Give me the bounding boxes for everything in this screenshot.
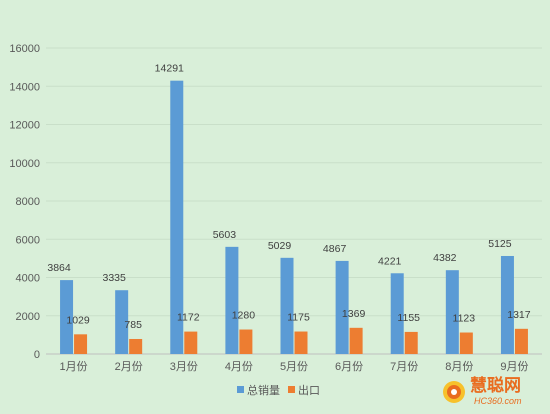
y-tick-label: 6000 xyxy=(16,234,40,246)
x-tick-label: 4月份 xyxy=(225,360,253,373)
x-tick-label: 5月份 xyxy=(280,360,308,373)
bar-export xyxy=(294,331,308,354)
bar-export xyxy=(239,329,253,354)
x-tick-label: 9月份 xyxy=(500,360,528,373)
bar-export xyxy=(184,331,198,354)
bar-total-sales xyxy=(500,255,514,354)
watermark-domain: HC360.com xyxy=(474,396,522,406)
bar-total-sales xyxy=(335,260,349,354)
watermark-name: 慧聪网 xyxy=(470,375,521,395)
legend-swatch-total-sales xyxy=(237,386,244,393)
data-label: 1175 xyxy=(287,312,310,324)
x-tick-label: 1月份 xyxy=(59,360,87,373)
data-label: 5125 xyxy=(488,238,512,250)
bar-export xyxy=(349,327,363,354)
y-axis-ticks: 0 2000 4000 6000 8000 10000 12000 14000 16000 xyxy=(9,43,40,361)
data-label: 3335 xyxy=(102,272,126,284)
y-tick-label: 16000 xyxy=(9,43,40,55)
data-label: 5029 xyxy=(268,240,292,252)
y-tick-label: 2000 xyxy=(16,311,40,323)
legend-label: 总销量 xyxy=(247,383,280,397)
data-label: 14291 xyxy=(155,63,184,75)
data-label: 3864 xyxy=(47,262,71,274)
y-tick-label: 0 xyxy=(34,349,40,361)
legend-swatch-export xyxy=(288,386,295,393)
bar-export xyxy=(129,338,143,354)
bar-export xyxy=(459,332,473,354)
y-tick-label: 4000 xyxy=(16,273,40,285)
data-label: 1317 xyxy=(507,309,531,321)
legend: 总销量 出口 xyxy=(237,383,320,397)
watermark: 慧聪网 HC360.com xyxy=(443,375,522,406)
x-tick-label: 6月份 xyxy=(335,360,363,373)
data-label: 785 xyxy=(124,319,142,331)
x-tick-label: 7月份 xyxy=(390,360,418,373)
bar-export xyxy=(74,334,88,354)
bar-total-sales xyxy=(60,280,74,354)
y-tick-label: 14000 xyxy=(9,81,40,93)
y-tick-label: 8000 xyxy=(16,196,40,208)
data-label: 4867 xyxy=(323,243,347,255)
data-label: 1280 xyxy=(232,310,256,322)
x-axis-ticks: 1月份 2月份 3月份 4月份 5月份 6月份 7月份 8月份 9月份 xyxy=(59,360,528,373)
data-label: 4221 xyxy=(378,255,402,267)
x-tick-label: 3月份 xyxy=(170,360,198,373)
data-labels: 3864 1029 3335 785 14291 1172 5603 1280 5029 1175… xyxy=(47,63,530,331)
hc360-logo-icon xyxy=(443,381,465,403)
data-label: 1123 xyxy=(453,313,476,325)
gridlines xyxy=(46,47,542,355)
y-tick-label: 10000 xyxy=(9,158,40,170)
x-tick-label: 2月份 xyxy=(115,360,143,373)
bar-total-sales xyxy=(115,290,129,354)
x-tick-label: 8月份 xyxy=(445,360,473,373)
data-label: 1369 xyxy=(342,308,366,320)
bars xyxy=(60,80,528,354)
legend-label: 出口 xyxy=(298,383,320,397)
data-label: 1172 xyxy=(177,312,200,324)
bar-export xyxy=(514,328,528,354)
data-label: 4382 xyxy=(433,252,457,264)
bar-total-sales xyxy=(170,80,184,354)
bar-total-sales xyxy=(390,273,404,354)
data-label: 5603 xyxy=(213,229,237,241)
y-tick-label: 12000 xyxy=(9,120,40,132)
data-label: 1029 xyxy=(66,314,90,326)
data-label: 1155 xyxy=(397,312,420,324)
bar-total-sales xyxy=(280,257,294,354)
bar-export xyxy=(404,331,418,354)
bar-total-sales xyxy=(225,246,239,354)
bar-total-sales xyxy=(445,270,459,354)
